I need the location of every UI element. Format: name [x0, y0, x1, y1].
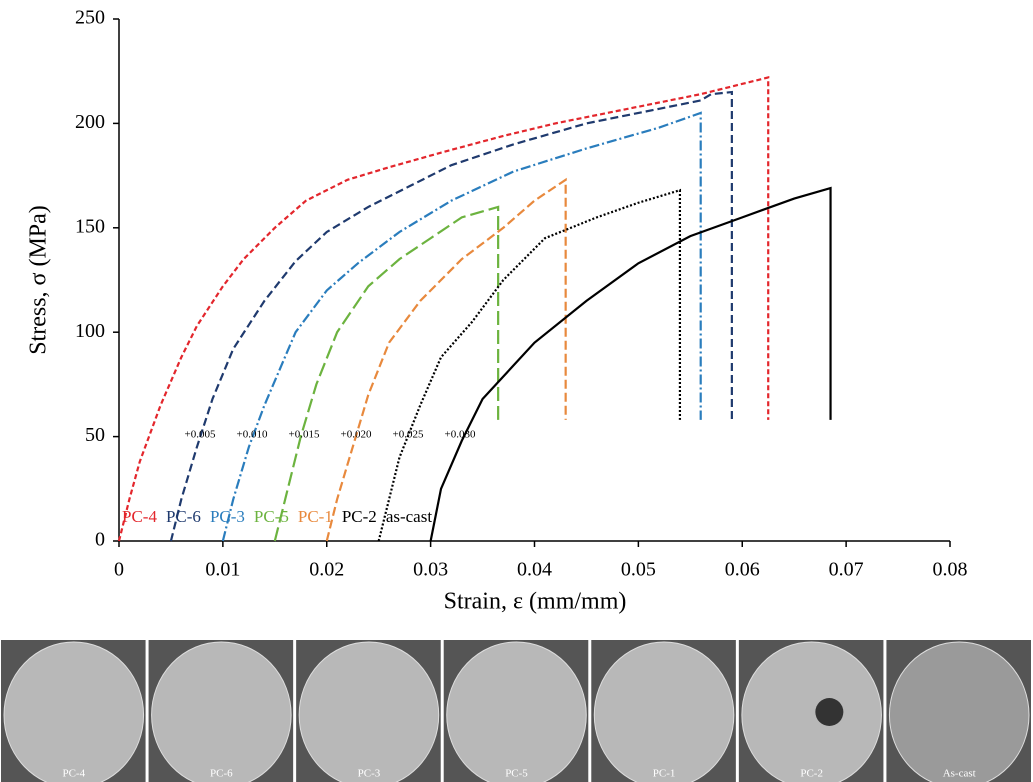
fracture-image: PC-3 [296, 640, 441, 782]
x-tick-label: 0.01 [205, 559, 240, 581]
x-tick-label: 0.04 [517, 559, 552, 581]
y-tick-label: 200 [75, 111, 105, 133]
fracture-image: PC-5 [444, 640, 589, 782]
x-tick-label: 0.02 [309, 559, 344, 581]
image-label: PC-4 [62, 768, 85, 780]
legend-label: PC-1 [298, 507, 333, 526]
x-tick-label: 0.08 [933, 559, 968, 581]
offset-annotation: +0.010 [237, 429, 268, 441]
legend-label: PC-3 [210, 507, 245, 526]
y-tick-label: 150 [75, 215, 105, 237]
x-tick-label: 0.05 [621, 559, 656, 581]
x-tick-label: 0.03 [413, 559, 448, 581]
fracture-image: PC-6 [149, 640, 294, 782]
legend-label: PC-2 [342, 507, 377, 526]
fracture-surface [299, 642, 439, 782]
series-line [171, 92, 732, 541]
figure: Strain, ε (mm/mm) Stress, σ (MPa) 0 0.01 0… [0, 0, 1033, 782]
y-tick-label: 250 [75, 7, 105, 29]
series-line [327, 180, 566, 541]
fracture-surface [594, 642, 734, 782]
offset-annotation: +0.020 [341, 429, 372, 441]
x-axis-title: Strain, ε (mm/mm) [444, 589, 627, 615]
image-label: PC-1 [653, 768, 676, 780]
image-label: PC-2 [800, 768, 823, 780]
legend-label: PC-4 [122, 507, 157, 526]
fracture-surface [742, 642, 882, 782]
fracture-surface [152, 642, 292, 782]
fracture-image: As-cast [886, 640, 1031, 782]
legend-label: as-cast [386, 507, 433, 526]
y-tick-label: 100 [75, 320, 105, 342]
series-line [119, 77, 768, 541]
x-tick-label: 0.06 [725, 559, 760, 581]
image-label: PC-3 [358, 768, 381, 780]
x-tick-label: 0.07 [829, 559, 864, 581]
image-label: PC-5 [505, 768, 528, 780]
fracture-image: PC-2 [739, 640, 884, 782]
y-axis-title: Stress, σ (MPa) [26, 205, 52, 355]
fracture-surface [447, 642, 587, 782]
offset-annotation: +0.025 [393, 429, 424, 441]
offset-annotation: +0.005 [185, 429, 216, 441]
y-tick-label: 0 [95, 529, 105, 551]
legend-label: PC-5 [254, 507, 289, 526]
series-line [431, 188, 831, 541]
fracture-surface [4, 642, 144, 782]
legend-label: PC-6 [166, 507, 201, 526]
x-tick-label: 0 [114, 559, 124, 581]
offset-annotation: +0.030 [445, 429, 476, 441]
series-line [223, 113, 701, 541]
series-line [275, 207, 498, 541]
image-label: As-cast [943, 768, 976, 780]
image-label: PC-6 [210, 768, 233, 780]
fracture-surface [889, 642, 1029, 782]
offset-annotation: +0.015 [289, 429, 320, 441]
y-tick-label: 50 [85, 424, 105, 446]
fracture-image: PC-4 [1, 640, 146, 782]
pore [815, 698, 843, 726]
fracture-image: PC-1 [591, 640, 736, 782]
